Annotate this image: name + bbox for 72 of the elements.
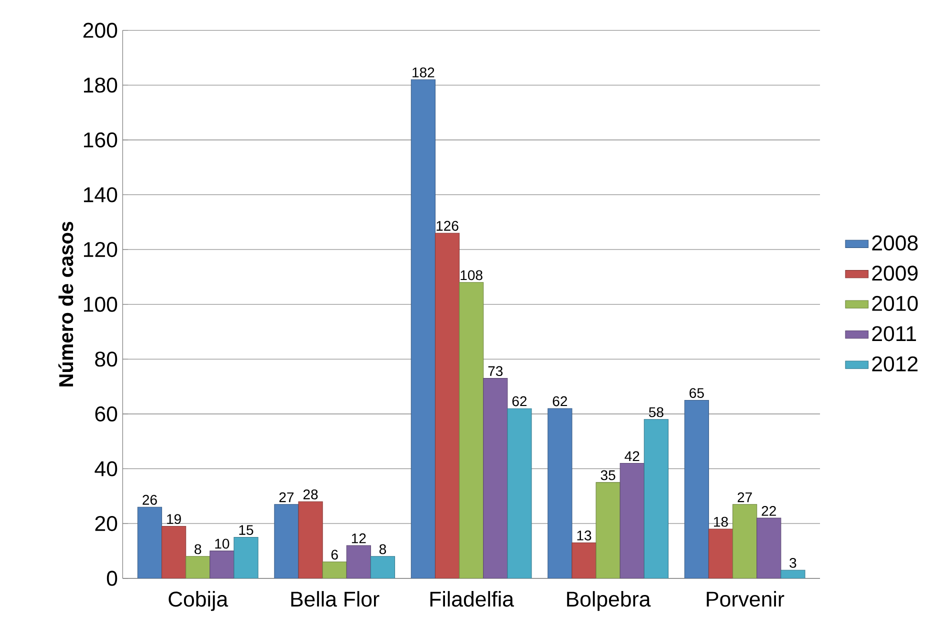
y-tick-label: 160 (84, 132, 118, 148)
bar (210, 550, 234, 578)
y-tick-label: 180 (84, 78, 118, 93)
x-tick-label: Porvenir (706, 591, 784, 607)
legend-label: 2011 (872, 326, 916, 342)
y-tick-label: 100 (84, 296, 118, 312)
x-tick-label: Filadelfia (430, 591, 514, 607)
data-label: 108 (460, 270, 482, 280)
x-tick-label: Bolpebra (567, 591, 651, 611)
x-tick-label: Cobija (168, 591, 228, 611)
bar (732, 504, 758, 578)
data-label: 12 (352, 533, 366, 544)
bar (162, 526, 186, 578)
bar (370, 556, 396, 578)
y-tick-label: 200 (83, 22, 118, 38)
data-label: 182 (412, 67, 434, 78)
data-label: 62 (512, 396, 527, 406)
data-label: 42 (624, 451, 640, 461)
data-label: 26 (142, 494, 157, 505)
y-tick-label: 120 (84, 242, 118, 258)
data-label: 8 (194, 544, 202, 554)
bar (780, 570, 806, 578)
bar (644, 419, 668, 578)
legend-label: 2009 (872, 266, 918, 281)
bar (572, 542, 596, 578)
data-label: 15 (239, 525, 254, 535)
legend-label: 2010 (872, 296, 918, 311)
bar (620, 462, 644, 578)
data-label: 8 (379, 544, 386, 554)
y-tick-label: 80 (95, 352, 118, 367)
x-tick-label: Bella Flor (291, 591, 380, 607)
legend-label: 2008 (872, 235, 918, 251)
data-label: 27 (738, 492, 752, 502)
bar (507, 408, 532, 578)
y-tick-label: 140 (84, 187, 118, 202)
bar (410, 79, 436, 578)
data-label: 6 (331, 550, 338, 560)
y-tick-label: 40 (94, 461, 118, 476)
bar (548, 408, 572, 578)
data-label: 73 (488, 366, 503, 376)
bar (756, 518, 782, 578)
bar (596, 482, 620, 578)
bar (708, 528, 734, 578)
data-label: 58 (648, 407, 664, 418)
bar (322, 562, 347, 578)
data-label: 10 (215, 538, 230, 549)
data-label: 28 (303, 489, 318, 500)
data-label: 126 (436, 220, 458, 231)
bar (274, 504, 299, 578)
bar (186, 556, 210, 578)
bar (684, 400, 709, 578)
data-label: 3 (790, 558, 796, 568)
bar (483, 378, 508, 578)
bar (434, 232, 460, 578)
y-axis-title: Número de casos (58, 222, 74, 386)
data-label: 22 (762, 506, 776, 516)
data-label: 35 (600, 470, 616, 480)
bar (137, 506, 162, 578)
bar (346, 545, 371, 578)
legend-label: 2012 (872, 356, 918, 372)
data-label: 18 (714, 516, 728, 527)
data-label: 62 (552, 396, 568, 406)
data-label: 65 (690, 388, 704, 398)
data-label: 13 (577, 530, 592, 540)
bar (298, 501, 323, 578)
y-tick-label: 0 (106, 570, 118, 586)
bar (234, 536, 258, 578)
bar (459, 282, 484, 578)
y-tick-label: 60 (95, 406, 118, 422)
data-label: 27 (279, 492, 294, 502)
y-tick-label: 20 (95, 516, 118, 532)
data-label: 19 (167, 514, 181, 524)
